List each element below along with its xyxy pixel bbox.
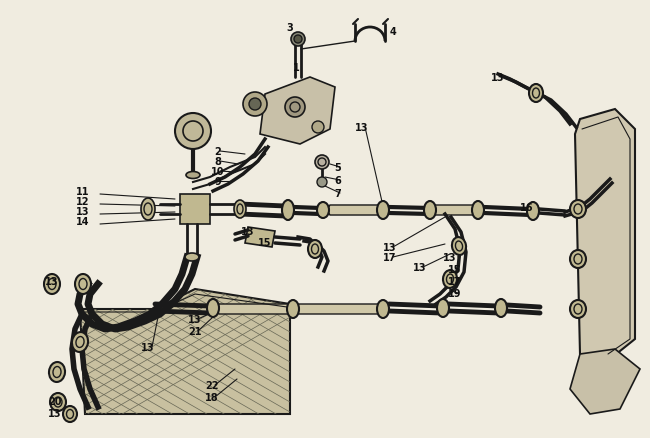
Ellipse shape (234, 201, 246, 219)
Polygon shape (575, 110, 635, 359)
Text: 13: 13 (356, 123, 369, 133)
Text: 10: 10 (211, 166, 225, 177)
Circle shape (249, 99, 261, 111)
Circle shape (315, 155, 329, 170)
Text: 15: 15 (448, 265, 461, 274)
Circle shape (294, 36, 302, 44)
Text: 8: 8 (214, 157, 222, 166)
Text: 21: 21 (188, 326, 202, 336)
Ellipse shape (424, 201, 436, 219)
Text: 13: 13 (76, 207, 90, 216)
Text: 1: 1 (292, 63, 300, 73)
Text: 19: 19 (448, 288, 461, 298)
Text: 13: 13 (48, 408, 62, 418)
Ellipse shape (44, 274, 60, 294)
Polygon shape (296, 304, 383, 314)
Ellipse shape (185, 254, 199, 261)
Circle shape (291, 33, 305, 47)
Text: 13: 13 (384, 243, 396, 252)
Text: 13: 13 (46, 276, 58, 286)
Polygon shape (180, 194, 210, 225)
Text: 9: 9 (214, 177, 222, 187)
Ellipse shape (50, 393, 66, 411)
Text: 13: 13 (491, 73, 505, 83)
Text: 11: 11 (76, 187, 90, 197)
Ellipse shape (63, 406, 77, 422)
Ellipse shape (529, 85, 543, 103)
Text: 4: 4 (389, 27, 396, 37)
Polygon shape (327, 205, 383, 215)
Circle shape (317, 177, 327, 187)
Polygon shape (216, 304, 293, 314)
Ellipse shape (495, 299, 507, 317)
Ellipse shape (308, 240, 322, 258)
Ellipse shape (207, 299, 219, 317)
Text: 6: 6 (335, 176, 341, 186)
Text: 3: 3 (287, 23, 293, 33)
Polygon shape (245, 227, 275, 247)
Polygon shape (80, 290, 290, 414)
Text: 2: 2 (214, 147, 222, 157)
Ellipse shape (186, 172, 200, 179)
Polygon shape (260, 78, 335, 145)
Ellipse shape (377, 201, 389, 219)
Text: 13: 13 (188, 314, 202, 324)
Ellipse shape (437, 299, 449, 317)
Ellipse shape (49, 362, 65, 382)
Ellipse shape (317, 202, 329, 219)
Polygon shape (570, 349, 640, 414)
Polygon shape (427, 205, 478, 215)
Text: 12: 12 (76, 197, 90, 207)
Text: 5: 5 (335, 162, 341, 173)
Circle shape (243, 93, 267, 117)
Circle shape (175, 114, 211, 150)
Circle shape (285, 98, 305, 118)
Text: 17: 17 (384, 252, 396, 262)
Ellipse shape (141, 198, 155, 220)
Ellipse shape (472, 201, 484, 219)
Text: 7: 7 (335, 189, 341, 198)
Ellipse shape (287, 300, 299, 318)
Text: 22: 22 (205, 380, 219, 390)
Text: 18: 18 (205, 392, 219, 402)
Text: 13: 13 (141, 342, 155, 352)
Text: 13: 13 (241, 226, 255, 237)
Text: 13: 13 (413, 262, 427, 272)
Ellipse shape (72, 332, 88, 352)
Ellipse shape (570, 251, 586, 268)
Text: 20: 20 (48, 396, 62, 406)
Text: 13: 13 (443, 252, 457, 262)
Text: 17: 17 (448, 276, 461, 286)
Ellipse shape (75, 274, 91, 294)
Ellipse shape (282, 201, 294, 220)
Circle shape (312, 122, 324, 134)
Text: 14: 14 (76, 216, 90, 226)
Text: 16: 16 (520, 202, 534, 212)
Ellipse shape (452, 237, 466, 255)
Ellipse shape (443, 270, 457, 288)
Text: 15: 15 (258, 237, 272, 247)
Ellipse shape (377, 300, 389, 318)
Ellipse shape (527, 202, 539, 220)
Ellipse shape (570, 300, 586, 318)
Ellipse shape (570, 201, 586, 219)
